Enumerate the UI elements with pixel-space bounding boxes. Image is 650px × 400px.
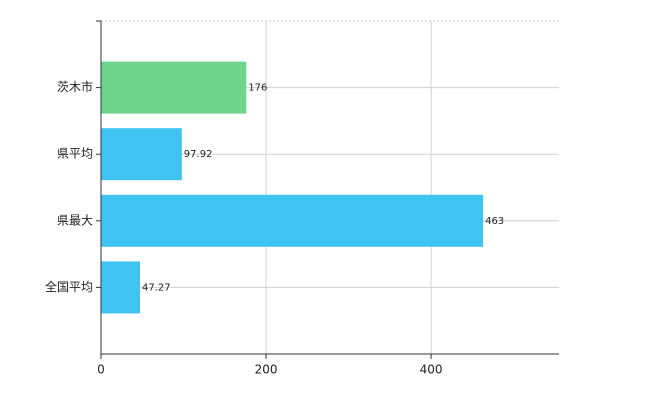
- x-tick-label: 200: [255, 363, 278, 377]
- bar: [101, 61, 247, 114]
- y-tick-label: 県最大: [57, 213, 93, 227]
- value-label: 463: [485, 216, 504, 227]
- bar: [101, 128, 182, 181]
- bar: [101, 261, 141, 314]
- y-tick-label: 県平均: [57, 147, 93, 161]
- x-tick-label: 0: [97, 363, 105, 377]
- value-label: 47.27: [142, 282, 171, 293]
- y-tick-label: 茨木市: [57, 79, 93, 94]
- bar: [101, 194, 484, 247]
- value-label: 176: [248, 83, 267, 94]
- y-tick-label: 全国平均: [45, 279, 93, 294]
- value-label: 97.92: [184, 149, 213, 160]
- x-tick-label: 400: [420, 363, 443, 377]
